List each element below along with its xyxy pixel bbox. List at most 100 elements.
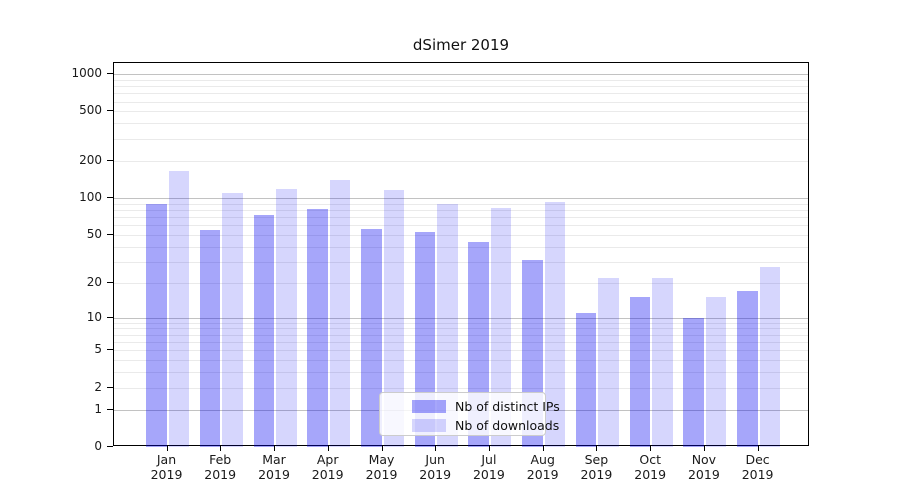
- minor-gridline: [114, 322, 808, 324]
- y-tick: [107, 110, 113, 112]
- minor-gridline: [114, 282, 808, 284]
- x-tick-label: Jun 2019: [419, 452, 452, 482]
- legend: Nb of distinct IPs Nb of downloads: [379, 392, 560, 436]
- y-tick: [107, 408, 113, 410]
- x-tick-label: Oct 2019: [634, 452, 667, 482]
- y-tick-label: 1: [94, 401, 102, 416]
- major-gridline: [114, 197, 808, 199]
- x-tick-label: Mar 2019: [258, 452, 290, 482]
- y-tick: [107, 446, 113, 447]
- x-tick-label: May 2019: [365, 452, 398, 482]
- x-tick: [435, 446, 437, 451]
- y-tick: [107, 316, 113, 318]
- bar-distinct-ips: [737, 291, 758, 447]
- major-gridline: [114, 74, 808, 75]
- minor-gridline: [114, 261, 808, 263]
- legend-swatch-distinct-ips: [412, 400, 446, 413]
- x-tick: [596, 446, 598, 451]
- x-tick: [542, 446, 544, 451]
- y-tick-label: 200: [79, 152, 102, 167]
- x-tick-label: Sep 2019: [580, 452, 613, 482]
- x-tick: [381, 446, 383, 451]
- chart-title: dSimer 2019: [412, 36, 510, 54]
- minor-gridline: [114, 209, 808, 211]
- bar-downloads: [705, 297, 727, 447]
- x-tick-label: Dec 2019: [741, 452, 774, 482]
- y-tick: [107, 349, 113, 351]
- bar-downloads: [222, 192, 243, 447]
- x-tick-label: Aug 2019: [526, 452, 559, 482]
- minor-gridline: [114, 86, 808, 88]
- legend-label-distinct-ips: Nb of distinct IPs: [455, 399, 560, 414]
- minor-gridline: [114, 93, 808, 95]
- bar-downloads: [276, 189, 297, 447]
- bar-distinct-ips: [575, 312, 597, 447]
- y-tick-label: 20: [86, 274, 102, 289]
- minor-gridline: [114, 350, 808, 352]
- y-tick: [107, 196, 113, 198]
- plot-area: [113, 62, 809, 447]
- minor-gridline: [114, 225, 808, 227]
- bar-distinct-ips: [361, 228, 382, 447]
- bar-downloads: [490, 207, 512, 447]
- y-tick: [107, 386, 113, 388]
- bar-downloads: [437, 204, 458, 447]
- bar-downloads: [168, 171, 189, 447]
- x-tick: [650, 446, 652, 451]
- bar-downloads: [598, 277, 619, 447]
- y-tick-label: 2: [94, 379, 102, 394]
- y-tick-label: 100: [79, 189, 102, 204]
- minor-gridline: [114, 123, 808, 125]
- y-tick-label: 5: [94, 342, 102, 357]
- minor-gridline: [114, 372, 808, 374]
- minor-gridline: [114, 246, 808, 248]
- bar-distinct-ips: [199, 229, 221, 447]
- y-tick-label: 500: [79, 103, 102, 118]
- minor-gridline: [114, 101, 808, 103]
- y-tick-label: 50: [86, 226, 102, 241]
- major-gridline: [114, 317, 808, 319]
- bar-downloads: [329, 179, 351, 447]
- gridlines-layer: [114, 63, 808, 445]
- x-tick: [166, 446, 168, 451]
- bar-downloads: [759, 267, 781, 447]
- x-tick-label: Apr 2019: [311, 452, 344, 482]
- x-tick-label: Nov 2019: [687, 452, 720, 482]
- legend-label-downloads: Nb of downloads: [455, 418, 560, 433]
- y-tick-label: 10: [86, 309, 102, 324]
- y-tick-label: 0: [94, 439, 102, 453]
- legend-swatch-downloads: [412, 419, 446, 432]
- bar-downloads: [383, 189, 404, 447]
- bar-distinct-ips: [629, 297, 651, 447]
- bar-distinct-ips: [253, 215, 274, 447]
- x-tick: [220, 446, 222, 451]
- x-tick-label: Feb 2019: [204, 452, 237, 482]
- y-tick: [107, 73, 113, 74]
- minor-gridline: [114, 79, 808, 81]
- x-tick: [274, 446, 275, 451]
- bar-distinct-ips: [146, 203, 167, 447]
- x-tick: [488, 446, 490, 451]
- minor-gridline: [114, 216, 808, 218]
- minor-gridline: [114, 160, 808, 162]
- legend-item-downloads: Nb of downloads: [380, 418, 559, 433]
- minor-gridline: [114, 328, 808, 330]
- minor-gridline: [114, 203, 808, 205]
- bar-downloads: [544, 201, 566, 447]
- y-tick: [107, 159, 113, 161]
- minor-gridline: [114, 387, 808, 389]
- x-tick: [327, 446, 329, 451]
- bar-downloads: [652, 277, 673, 447]
- x-tick-label: Jan 2019: [150, 452, 183, 482]
- bar-distinct-ips: [683, 317, 704, 447]
- x-tick-label: Jul 2019: [472, 452, 505, 482]
- legend-item-distinct-ips: Nb of distinct IPs: [380, 399, 560, 414]
- bars-layer: [114, 63, 808, 447]
- x-tick: [703, 446, 705, 451]
- minor-gridline: [114, 138, 808, 140]
- minor-gridline: [114, 234, 808, 236]
- y-tick: [107, 233, 113, 235]
